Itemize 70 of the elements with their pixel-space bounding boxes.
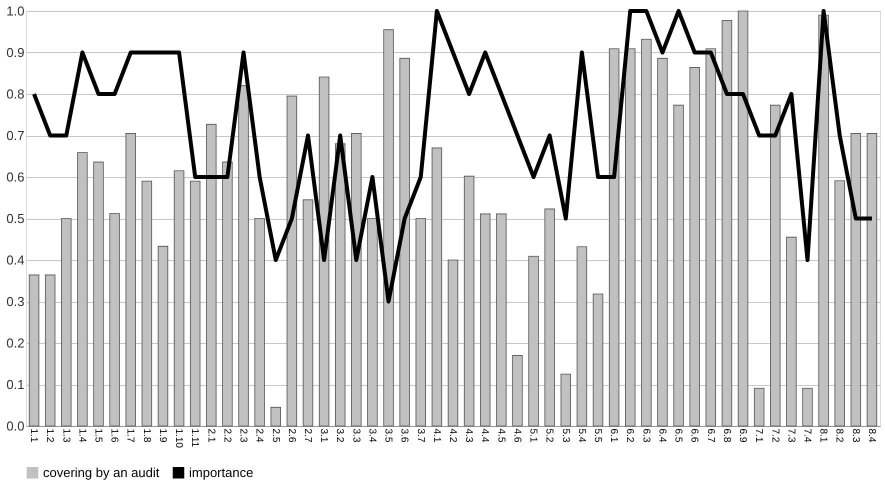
x-tick-label: 3.3 (350, 428, 362, 443)
x-tick-label: 2.5 (270, 428, 281, 443)
x-tick-label: 3.7 (414, 428, 426, 443)
x-tick-label: 6.4 (656, 428, 668, 443)
x-tick-label: 6.1 (608, 428, 620, 443)
x-tick-label: 3.2 (334, 428, 346, 443)
x-tick-label: 4.1 (430, 428, 442, 443)
x-tick-label: 7.1 (753, 428, 764, 443)
y-tick-label: 1.0 (6, 4, 24, 18)
y-tick-label: 0.3 (6, 294, 24, 309)
x-tick-label: 6.9 (737, 428, 748, 443)
x-tick-label: 2.6 (286, 428, 297, 443)
x-tick-label: 6.6 (688, 428, 700, 443)
y-tick-label: 0.2 (6, 336, 24, 350)
x-tick-label: 6.7 (704, 428, 716, 443)
x-tick-label: 4.2 (447, 428, 458, 443)
y-tick-label: 0.0 (6, 418, 24, 434)
x-tick-label: 4.5 (495, 428, 506, 443)
x-tick-label: 1.5 (92, 428, 104, 443)
x-tick-label: 2.2 (221, 428, 232, 443)
x-tick-label: 6.5 (672, 428, 684, 443)
x-tick-label: 1.6 (108, 428, 120, 443)
y-tick-label: 0.5 (6, 211, 24, 226)
x-tick-label: 4.4 (479, 428, 490, 443)
x-tick-label: 2.4 (254, 428, 265, 443)
y-tick-label: 0.6 (6, 170, 24, 184)
y-tick-label: 0.4 (6, 252, 24, 268)
x-tick-label: 8.3 (850, 428, 861, 443)
x-tick-label: 7.2 (769, 428, 780, 443)
y-tick-label: 0.9 (6, 45, 24, 60)
x-tick-label: 1.4 (76, 428, 88, 443)
x-tick-label: 2.7 (302, 428, 313, 443)
x-tick-label: 5.3 (560, 428, 571, 443)
x-tick-label: 1.2 (44, 428, 56, 443)
x-tick-label: 6.8 (720, 428, 732, 443)
x-tick-label: 1.11 (189, 428, 200, 448)
x-tick-label: 3.5 (382, 428, 394, 443)
x-tick-label: 5.5 (592, 428, 604, 443)
x-tick-label: 4.3 (463, 428, 474, 443)
x-tick-label: 1.7 (124, 428, 136, 443)
y-tick-label: 0.7 (6, 128, 24, 143)
x-tick-label: 5.2 (544, 428, 555, 443)
line-series (32, 9, 874, 304)
legend-label: importance (189, 464, 254, 480)
x-tick-label: 3.1 (318, 428, 330, 443)
x-tick-label: 7.3 (785, 428, 796, 443)
x-tick-label: 8.2 (834, 428, 845, 443)
x-tick-label: 2.1 (205, 428, 216, 443)
x-tick-label: 1.10 (173, 428, 184, 448)
x-tick-label: 7.4 (801, 428, 812, 443)
bar (802, 388, 813, 426)
y-tick-label: 0.8 (6, 86, 24, 102)
x-tick-label: 8.1 (818, 428, 829, 443)
bar (754, 388, 764, 426)
x-tick-label: 1.9 (156, 428, 168, 443)
x-tick-label: 2.3 (238, 428, 249, 443)
x-tick-label: 1.1 (28, 428, 40, 443)
legend-label: covering by an audit (43, 464, 160, 480)
x-tick-label: 1.3 (60, 428, 72, 443)
x-tick-label: 8.4 (866, 428, 877, 443)
x-tick-label: 1.8 (140, 428, 152, 443)
x-tick-label: 3.6 (398, 428, 410, 443)
x-tick-label: 5.4 (576, 428, 587, 443)
x-tick-label: 3.4 (366, 428, 378, 443)
x-tick-label: 5.1 (528, 428, 539, 443)
x-tick-label: 6.2 (624, 428, 636, 443)
y-tick-label: 0.1 (6, 377, 24, 392)
bar (270, 406, 281, 426)
x-tick-label: 6.3 (640, 428, 652, 443)
x-tick-label: 4.6 (511, 428, 522, 443)
